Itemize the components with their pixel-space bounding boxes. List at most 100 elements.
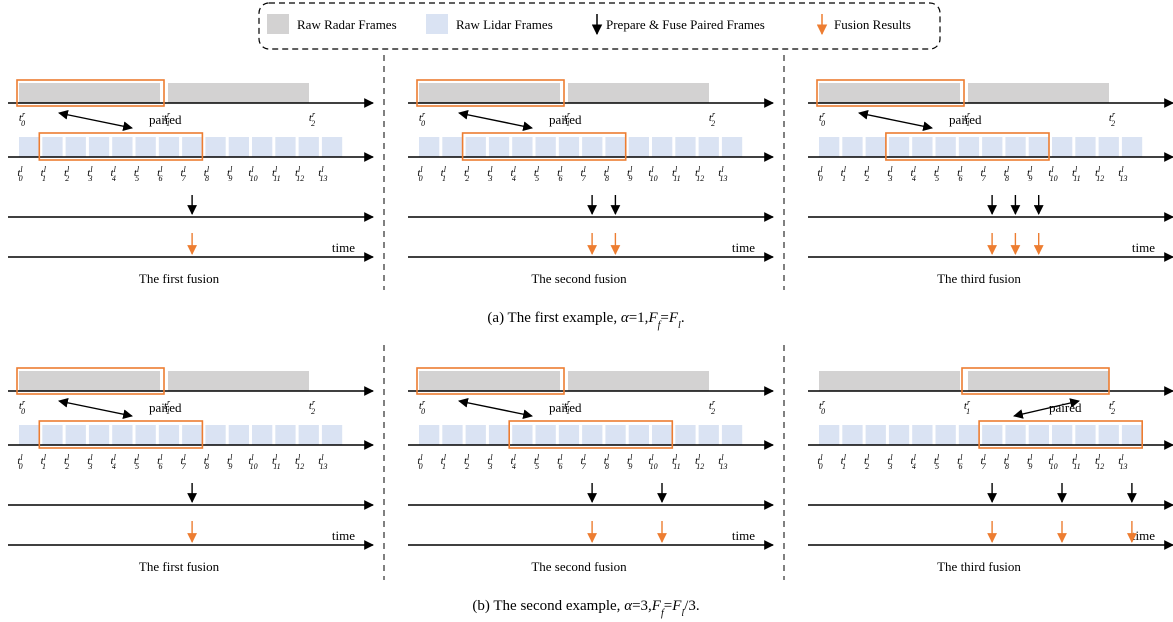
lidar-tick-label: tl 0 bbox=[417, 165, 423, 183]
lidar-tick-label: tl 3 bbox=[487, 453, 493, 471]
lidar-frame bbox=[19, 425, 40, 445]
legend-border bbox=[258, 2, 941, 50]
lidar-frame bbox=[819, 137, 840, 157]
lidar-tick-label: tl 11 bbox=[672, 453, 681, 471]
lidar-frame bbox=[321, 137, 343, 157]
radar-tick-label: tr 2 bbox=[709, 398, 716, 416]
radar-tick-label: tr 1 bbox=[964, 398, 971, 416]
lidar-tick-label: tl 12 bbox=[295, 453, 304, 471]
lidar-frame bbox=[65, 425, 86, 445]
radar-pair-box bbox=[16, 367, 165, 395]
lidar-frame bbox=[1005, 137, 1026, 157]
panel-title: The first fusion bbox=[139, 271, 220, 286]
lidar-pair-box bbox=[38, 132, 204, 161]
lidar-frame bbox=[158, 137, 180, 157]
lidar-tick-label: tl 1 bbox=[41, 453, 47, 471]
radar-tick-label: tr 1 bbox=[164, 110, 171, 128]
lidar-frame bbox=[819, 425, 840, 445]
lidar-frame bbox=[1121, 425, 1143, 445]
paired-label: paired bbox=[149, 112, 182, 127]
lidar-tick-label: tl 8 bbox=[1004, 453, 1010, 471]
lidar-frame bbox=[182, 137, 203, 157]
lidar-tick-label: tl 5 bbox=[134, 453, 140, 471]
panel-1-3: tr 0 tr 1 tr 2 tl 0 tl 1 tl 2 tl 3 tl 4 tl 5 tl 6 tl 7 tl 8 tl 9 t… bbox=[808, 79, 1173, 286]
lidar-frame bbox=[698, 137, 719, 157]
lidar-frame bbox=[298, 137, 319, 157]
lidar-pair-box bbox=[978, 420, 1143, 449]
radar-tick-label: tr 1 bbox=[564, 110, 571, 128]
lidar-frame bbox=[935, 425, 956, 445]
lidar-tick-label: tl 12 bbox=[295, 165, 304, 183]
time-label: time bbox=[332, 528, 355, 543]
lidar-tick-label: tl 13 bbox=[318, 453, 327, 471]
lidar-tick-label: tl 8 bbox=[204, 453, 210, 471]
lidar-frame bbox=[605, 425, 626, 445]
lidar-frame bbox=[182, 425, 203, 445]
lidar-tick-label: tl 8 bbox=[204, 165, 210, 183]
lidar-tick-label: tl 3 bbox=[87, 165, 93, 183]
lidar-frame bbox=[298, 425, 319, 445]
caption-b: (b) The second example, α=3,Ff=Fl/3. bbox=[472, 598, 699, 619]
radar-tick-label: tr 1 bbox=[164, 398, 171, 416]
paired-label: paired bbox=[549, 400, 582, 415]
lidar-frame bbox=[888, 137, 910, 157]
time-label: time bbox=[1132, 528, 1155, 543]
lidar-frame bbox=[865, 137, 886, 157]
radar-tick-label: tr 0 bbox=[819, 110, 826, 128]
radar-frame bbox=[19, 83, 160, 103]
lidar-frame bbox=[442, 137, 463, 157]
lidar-tick-label: tl 7 bbox=[980, 165, 986, 183]
legend-lidar-label: Raw Lidar Frames bbox=[456, 17, 553, 32]
lidar-frame bbox=[652, 425, 673, 445]
lidar-tick-label: tl 8 bbox=[1004, 165, 1010, 183]
lidar-frame bbox=[42, 425, 63, 445]
lidar-frame bbox=[1098, 137, 1119, 157]
lidar-frame bbox=[675, 137, 696, 157]
time-label: time bbox=[732, 240, 755, 255]
lidar-frame bbox=[865, 425, 886, 445]
lidar-tick-label: tl 3 bbox=[887, 165, 893, 183]
lidar-frame bbox=[628, 425, 649, 445]
lidar-frame bbox=[675, 425, 696, 445]
time-label: time bbox=[1132, 240, 1155, 255]
radar-frame bbox=[968, 371, 1109, 391]
lidar-tick-label: tl 2 bbox=[64, 453, 70, 471]
radar-frame bbox=[568, 371, 709, 391]
lidar-frame bbox=[698, 425, 719, 445]
lidar-frame bbox=[535, 425, 556, 445]
radar-tick-label: tr 0 bbox=[419, 110, 426, 128]
lidar-tick-label: tl 13 bbox=[318, 165, 327, 183]
lidar-frame bbox=[228, 425, 249, 445]
lidar-frame bbox=[135, 137, 156, 157]
legend-lidar-swatch bbox=[426, 14, 448, 34]
lidar-tick-label: tl 6 bbox=[557, 165, 563, 183]
lidar-frame bbox=[158, 425, 180, 445]
lidar-frame bbox=[1052, 137, 1073, 157]
lidar-tick-label: tl 2 bbox=[464, 453, 470, 471]
paired-arrow bbox=[58, 109, 133, 132]
lidar-tick-label: tl 5 bbox=[534, 453, 540, 471]
radar-tick-label: tr 1 bbox=[964, 110, 971, 128]
lidar-tick-label: tl 2 bbox=[64, 165, 70, 183]
lidar-frame bbox=[442, 425, 463, 445]
radar-tick-label: tr 2 bbox=[709, 110, 716, 128]
lidar-tick-label: tl 6 bbox=[557, 453, 563, 471]
lidar-tick-label: tl 9 bbox=[627, 453, 633, 471]
lidar-tick-label: tl 9 bbox=[227, 453, 233, 471]
lidar-tick-label: tl 13 bbox=[1118, 453, 1127, 471]
lidar-tick-label: tl 8 bbox=[604, 165, 610, 183]
caption-a: (a) The first example, α=1,Ff=Fl. bbox=[487, 310, 684, 331]
lidar-frame bbox=[935, 137, 956, 157]
radar-tick-label: tr 0 bbox=[19, 398, 26, 416]
lidar-tick-label: tl 10 bbox=[648, 165, 657, 183]
panels: tr 0 tr 1 tr 2 tl 0 tl 1 tl 2 tl 3 tl 4 tl 5 tl 6 tl 7 tl 8 tl 9 t… bbox=[8, 79, 1173, 574]
lidar-pair-box bbox=[38, 420, 204, 449]
legend-radar-swatch bbox=[267, 14, 289, 34]
panel-title: The first fusion bbox=[139, 559, 220, 574]
lidar-tick-label: tl 1 bbox=[841, 165, 847, 183]
radar-tick-label: tr 1 bbox=[564, 398, 571, 416]
lidar-frame bbox=[321, 425, 343, 445]
lidar-tick-label: tl 11 bbox=[1072, 165, 1081, 183]
lidar-tick-label: tl 12 bbox=[1095, 165, 1104, 183]
radar-frame bbox=[19, 371, 160, 391]
